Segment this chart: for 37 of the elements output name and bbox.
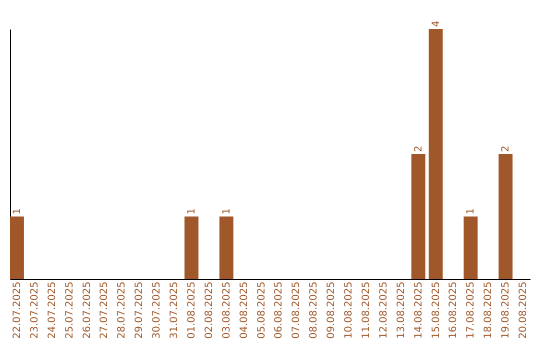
x-tick-label: 12.08.2025 bbox=[378, 282, 390, 339]
x-tick-label: 10.08.2025 bbox=[344, 282, 355, 339]
x-tick-label: 06.08.2025 bbox=[274, 282, 285, 339]
x-tick-label: 05.08.2025 bbox=[256, 282, 268, 339]
x-tick-label: 26.07.2025 bbox=[82, 282, 93, 339]
x-tick-label: 27.07.2025 bbox=[99, 282, 110, 339]
x-tick-label: 17.08.2025 bbox=[466, 282, 477, 339]
x-tick-label: 31.07.2025 bbox=[169, 282, 180, 339]
x-tick-label: 08.08.2025 bbox=[308, 282, 320, 339]
data-label: 2 bbox=[413, 146, 424, 152]
data-label: 1 bbox=[221, 208, 232, 214]
x-tick-label: 29.07.2025 bbox=[134, 282, 146, 339]
x-tick-label: 15.08.2025 bbox=[430, 282, 442, 339]
x-tick-label: 28.07.2025 bbox=[116, 282, 128, 339]
x-tick-label: 30.07.2025 bbox=[152, 282, 163, 339]
x-tick-label: 03.08.2025 bbox=[221, 282, 232, 339]
data-label: 1 bbox=[12, 208, 23, 214]
x-tick-label: 09.08.2025 bbox=[326, 282, 338, 339]
x-tick-label: 16.08.2025 bbox=[448, 282, 460, 339]
x-tick-label: 04.08.2025 bbox=[238, 282, 250, 339]
x-tick-label: 24.07.2025 bbox=[46, 282, 58, 339]
data-label: 4 bbox=[430, 20, 442, 27]
x-tick-label: 25.07.2025 bbox=[64, 282, 76, 339]
data-label: 1 bbox=[186, 208, 198, 214]
x-tick-label: 11.08.2025 bbox=[360, 282, 372, 339]
x-tick-label: 22.07.2025 bbox=[12, 282, 23, 339]
x-tick-label: 01.08.2025 bbox=[186, 282, 198, 339]
x-tick-label: 13.08.2025 bbox=[396, 282, 407, 339]
x-tick-label: 18.08.2025 bbox=[483, 282, 494, 339]
data-label: 2 bbox=[500, 146, 512, 152]
x-tick-label: 14.08.2025 bbox=[413, 282, 424, 339]
x-tick-label: 20.08.2025 bbox=[518, 282, 530, 339]
x-tick-label: 23.07.2025 bbox=[29, 282, 40, 339]
x-tick-label: 07.08.2025 bbox=[291, 282, 302, 339]
x-tick-label: 19.08.2025 bbox=[500, 282, 512, 339]
data-label: 1 bbox=[466, 208, 477, 214]
x-tick-label: 02.08.2025 bbox=[204, 282, 215, 339]
